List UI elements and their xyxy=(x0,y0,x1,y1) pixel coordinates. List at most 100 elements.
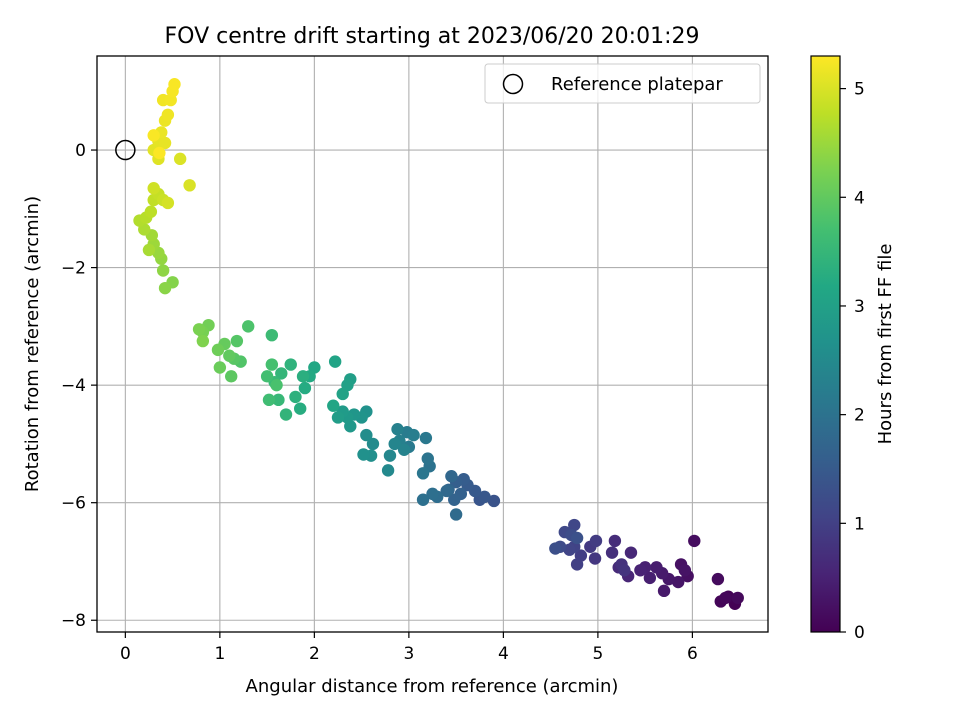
data-point xyxy=(643,571,657,585)
data-point xyxy=(296,370,310,383)
data-point xyxy=(478,490,491,504)
data-point xyxy=(672,575,685,589)
data-point xyxy=(634,564,647,577)
data-point xyxy=(688,534,701,548)
colorbar-tick-label: 3 xyxy=(854,297,865,317)
legend-marker xyxy=(502,73,524,95)
data-point xyxy=(448,493,461,506)
legend-entry-reference-platepar: Reference platepar xyxy=(551,74,723,95)
colorbar-tick-label: 1 xyxy=(854,514,865,534)
data-point xyxy=(421,452,434,465)
data-point xyxy=(331,411,345,424)
data-point xyxy=(275,367,288,380)
data-point xyxy=(260,370,274,383)
plot-frame xyxy=(96,55,769,633)
colorbar-tick-label: 4 xyxy=(854,188,865,208)
data-point xyxy=(211,343,225,357)
x-axis-ticks: 0 1 2 3 4 5 6 xyxy=(120,632,698,664)
y-axis-label: Rotation from reference (arcmin) xyxy=(22,196,43,492)
data-point xyxy=(383,449,397,462)
data-point xyxy=(589,534,603,548)
x-tick-label: 6 xyxy=(687,644,698,664)
data-points xyxy=(133,78,744,610)
data-point xyxy=(657,584,671,598)
data-point xyxy=(426,487,439,501)
data-point xyxy=(391,423,404,436)
data-point xyxy=(213,361,227,374)
colorbar: 0 1 2 3 4 5 Hours from first FF file xyxy=(810,55,896,643)
data-point xyxy=(265,328,279,342)
data-point xyxy=(272,393,285,407)
data-point xyxy=(161,108,175,121)
y-tick-label: −2 xyxy=(61,259,86,279)
colorbar-tick-label: 5 xyxy=(854,80,865,100)
data-point xyxy=(158,136,172,150)
data-point xyxy=(366,437,380,451)
data-point xyxy=(192,323,206,336)
data-point xyxy=(549,542,562,555)
data-point xyxy=(360,428,373,442)
data-point xyxy=(711,572,725,586)
y-tick-label: −4 xyxy=(61,376,86,396)
data-point xyxy=(230,334,244,348)
data-point xyxy=(449,508,463,521)
data-point xyxy=(397,443,411,456)
legend: Reference platepar xyxy=(484,63,761,104)
colorbar-tick-label: 2 xyxy=(854,406,865,426)
x-tick-label: 3 xyxy=(403,644,414,664)
data-point xyxy=(618,564,631,577)
data-point xyxy=(327,399,340,412)
colorbar-label: Hours from first FF file xyxy=(875,244,896,445)
data-point xyxy=(731,591,744,605)
data-point xyxy=(570,558,584,571)
data-point xyxy=(156,264,170,277)
data-point xyxy=(147,129,160,142)
data-point xyxy=(416,467,430,480)
data-point xyxy=(168,78,181,91)
data-point xyxy=(605,546,619,559)
y-tick-label: −8 xyxy=(61,611,86,631)
data-point xyxy=(279,408,293,421)
data-point xyxy=(144,205,158,218)
data-point xyxy=(298,381,312,395)
data-point xyxy=(407,428,420,442)
data-point xyxy=(328,355,342,368)
y-tick-label: 0 xyxy=(75,141,86,161)
data-point xyxy=(262,393,276,407)
y-tick-label: −6 xyxy=(61,494,86,514)
legend-box xyxy=(484,63,761,104)
colorbar-gradient xyxy=(810,55,841,633)
data-point xyxy=(388,437,401,451)
data-point xyxy=(568,518,581,532)
data-point xyxy=(608,534,622,548)
data-point xyxy=(487,494,501,508)
x-tick-label: 4 xyxy=(498,644,509,664)
data-point xyxy=(196,334,210,348)
data-point xyxy=(225,370,238,383)
x-tick-label: 2 xyxy=(309,644,320,664)
data-point xyxy=(147,182,160,195)
data-point xyxy=(416,493,430,506)
data-point xyxy=(161,196,175,210)
data-point xyxy=(357,448,370,461)
colorbar-ticks: 0 1 2 3 4 5 xyxy=(840,80,865,643)
data-point xyxy=(678,564,692,577)
data-point xyxy=(624,546,638,559)
data-point xyxy=(570,531,584,545)
y-axis-ticks: −8 −6 −4 −2 0 xyxy=(61,141,97,631)
data-point xyxy=(284,358,297,371)
reference-platepar-marker xyxy=(115,139,136,161)
x-axis-label: Angular distance from reference (arcmin) xyxy=(246,676,619,697)
data-point xyxy=(381,464,395,477)
x-tick-label: 0 xyxy=(120,644,131,664)
data-point xyxy=(419,431,433,445)
data-point xyxy=(223,349,236,362)
chart-title: FOV centre drift starting at 2023/06/20 … xyxy=(165,24,700,49)
data-point xyxy=(588,552,602,565)
data-point xyxy=(445,470,458,483)
data-point xyxy=(563,543,576,556)
data-point xyxy=(719,591,732,605)
data-point xyxy=(440,484,453,498)
colorbar-tick-label: 0 xyxy=(854,623,865,643)
